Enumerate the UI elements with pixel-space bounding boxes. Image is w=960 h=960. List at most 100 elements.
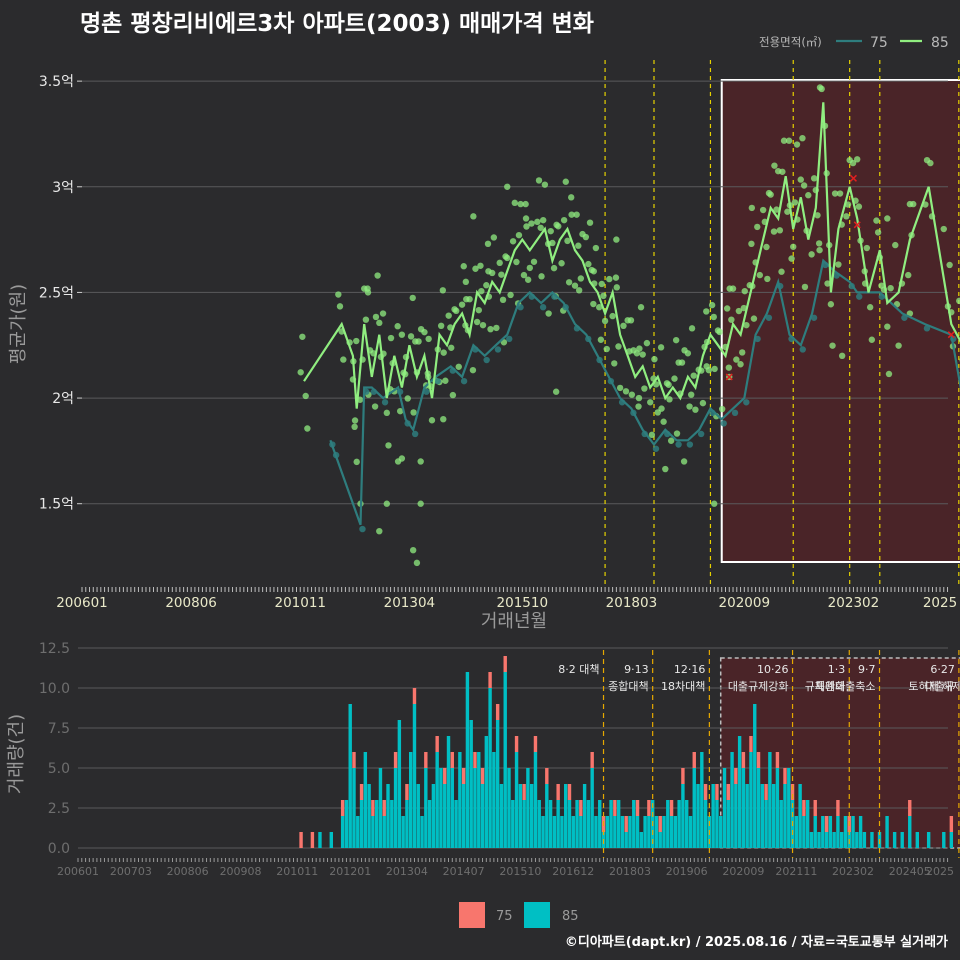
scatter-point-85 — [520, 271, 528, 279]
scatter-point-85 — [304, 425, 311, 432]
bar-85 — [855, 832, 859, 848]
bar-85 — [571, 816, 575, 848]
bar-85 — [639, 832, 644, 848]
bar-85 — [613, 816, 617, 848]
scatter-point-85 — [815, 240, 823, 247]
scatter-point-75 — [517, 304, 524, 311]
scatter-point-85 — [800, 182, 808, 189]
bar-75 — [340, 800, 345, 816]
scatter-point-85 — [522, 200, 529, 208]
x-tick-label: 201803 — [609, 865, 651, 878]
bar-85 — [843, 816, 848, 848]
bar-85 — [579, 816, 583, 848]
scatter-point-85 — [831, 190, 839, 197]
bar-85 — [908, 816, 912, 848]
x-tick-label: 201906 — [666, 865, 708, 878]
scatter-point-85 — [470, 213, 477, 220]
scatter-point-85 — [383, 409, 391, 417]
bar-85 — [749, 752, 753, 848]
bar-85 — [480, 784, 485, 848]
scatter-point-85 — [895, 342, 902, 349]
scatter-point-85 — [297, 369, 304, 376]
scatter-point-85 — [515, 231, 523, 239]
bar-85 — [424, 768, 428, 848]
bar-85 — [696, 784, 700, 848]
scatter-point-85 — [660, 418, 667, 425]
bar-85 — [677, 800, 681, 848]
bar-85 — [484, 736, 489, 848]
x-tick-label: 2025 — [923, 595, 957, 611]
scatter-point-85 — [616, 384, 624, 392]
scatter-point-85 — [398, 331, 406, 338]
scatter-point-85 — [353, 337, 360, 345]
bar-85 — [892, 832, 897, 848]
scatter-point-85 — [585, 260, 592, 268]
scatter-point-85 — [808, 251, 815, 258]
scatter-point-85 — [739, 349, 746, 356]
bar-85 — [798, 784, 802, 848]
cancelled-marker — [725, 373, 733, 381]
scatter-point-85 — [874, 229, 882, 236]
bar-85 — [446, 736, 451, 848]
bar-85 — [412, 704, 417, 848]
scatter-point-85 — [771, 162, 778, 169]
bar-85 — [363, 752, 368, 848]
scatter-point-85 — [630, 347, 637, 354]
y-tick-label: 0.0 — [48, 841, 70, 857]
scatter-point-85 — [397, 407, 404, 415]
bar-85 — [344, 800, 349, 848]
scatter-point-85 — [836, 190, 844, 197]
scatter-point-85 — [507, 291, 514, 299]
bar-85 — [416, 784, 420, 848]
scatter-point-85 — [552, 388, 560, 395]
x-tick-label: 201510 — [499, 865, 541, 878]
scatter-point-85 — [526, 264, 534, 272]
bar-75 — [734, 768, 738, 784]
scatter-point-85 — [622, 388, 630, 395]
scatter-point-85 — [609, 312, 616, 320]
bar-85 — [374, 800, 379, 848]
bar-85 — [356, 816, 360, 848]
bar-85 — [503, 672, 507, 848]
bar-75 — [756, 752, 761, 768]
scatter-point-85 — [528, 220, 535, 227]
bar-75 — [764, 784, 768, 800]
bar-85 — [477, 752, 481, 848]
bar-85 — [760, 784, 765, 848]
bar-85 — [654, 816, 659, 848]
scatter-point-85 — [550, 264, 558, 272]
scatter-point-85 — [364, 289, 372, 296]
scatter-point-85 — [946, 261, 953, 269]
bar-85 — [458, 752, 462, 848]
scatter-point-85 — [868, 336, 876, 343]
bar-85 — [764, 800, 768, 848]
bar-85 — [885, 816, 889, 848]
scatter-point-85 — [407, 333, 415, 340]
scatter-point-85 — [866, 304, 874, 311]
bar-75 — [382, 800, 386, 816]
x-tick-label: 201304 — [384, 595, 436, 611]
scatter-point-85 — [763, 243, 770, 251]
scatter-point-85 — [628, 391, 636, 398]
volume-chart: 0.0 2.5 5.0 7.5 10.0 12.5 8·2 대책 9·13 종합대책 12·16 1… — [6, 641, 960, 928]
bar-85 — [840, 832, 844, 848]
scatter-point-85 — [509, 238, 517, 245]
bar-75 — [949, 816, 954, 832]
scatter-point-85 — [371, 403, 379, 410]
scatter-point-85 — [597, 336, 605, 343]
bar-85 — [511, 800, 515, 848]
bar-75 — [435, 736, 439, 752]
legend-swatch-85 — [524, 902, 550, 928]
scatter-point-85 — [728, 316, 735, 323]
bar-75 — [590, 752, 594, 768]
bar-75 — [443, 768, 447, 784]
bar-85 — [473, 768, 477, 848]
scatter-point-85 — [547, 227, 554, 235]
scatter-point-85 — [351, 417, 359, 424]
scatter-point-85 — [579, 230, 586, 238]
scatter-point-85 — [385, 442, 392, 449]
scatter-point-85 — [458, 301, 466, 308]
scatter-point-85 — [710, 313, 717, 321]
bar-75 — [813, 800, 817, 816]
